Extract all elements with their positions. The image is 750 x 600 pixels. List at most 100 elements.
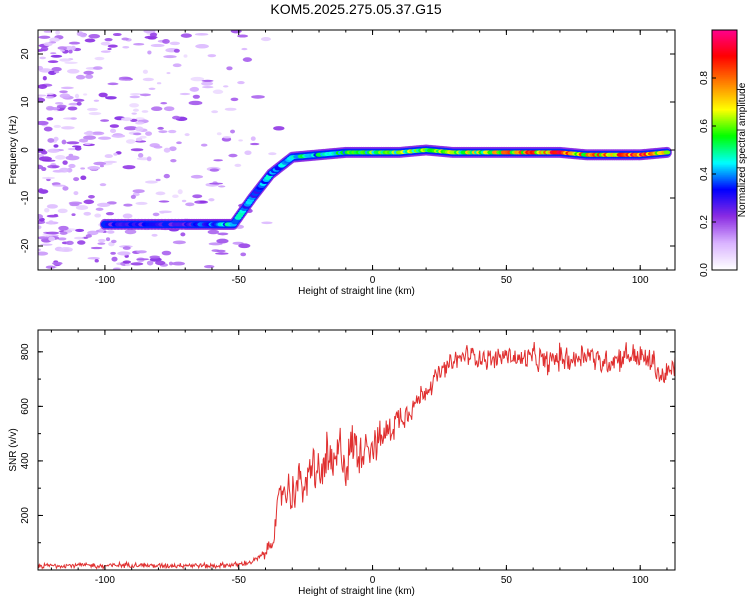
noise-speckle <box>172 115 181 120</box>
colorbar-swatch <box>712 96 737 99</box>
noise-speckle <box>118 78 132 81</box>
noise-speckle <box>192 194 203 199</box>
colorbar-swatch <box>712 214 737 217</box>
colorbar-swatch <box>712 44 737 47</box>
signal-core <box>663 150 671 155</box>
noise-speckle <box>87 166 101 171</box>
noise-speckle <box>132 132 142 136</box>
colorbar-swatch <box>712 108 737 111</box>
colorbar-swatch <box>712 110 737 113</box>
noise-speckle <box>202 85 214 89</box>
noise-speckle <box>122 46 130 49</box>
y-tick-label: 10 <box>20 96 31 108</box>
colorbar-swatch <box>712 140 737 143</box>
noise-speckle <box>172 240 186 245</box>
noise-speckle <box>189 87 200 92</box>
colorbar-label: Normalized spectral amplitude <box>737 82 748 217</box>
colorbar-swatch <box>712 224 737 227</box>
noise-speckle <box>240 252 247 257</box>
noise-speckle <box>67 68 80 74</box>
noise-speckle <box>216 238 229 244</box>
colorbar-swatch <box>712 204 737 207</box>
noise-speckle <box>200 143 208 147</box>
colorbar-swatch <box>712 208 737 211</box>
noise-speckle <box>62 160 68 165</box>
noise-speckle <box>45 265 56 269</box>
colorbar-swatch <box>712 34 737 37</box>
noise-speckle <box>111 134 126 138</box>
colorbar-swatch <box>712 150 737 153</box>
noise-speckle <box>166 71 171 75</box>
noise-speckle <box>124 229 137 235</box>
colorbar-swatch <box>712 32 737 35</box>
noise-speckle <box>53 144 59 148</box>
noise-speckle <box>244 150 252 156</box>
y-axis-label: SNR (v/v) <box>8 428 19 471</box>
noise-speckle <box>68 49 73 54</box>
noise-speckle <box>209 182 223 185</box>
colorbar-swatch <box>712 236 737 239</box>
noise-speckle <box>125 139 136 144</box>
noise-speckle <box>113 152 118 156</box>
noise-speckle <box>62 186 69 191</box>
y-tick-label: 400 <box>20 452 31 469</box>
colorbar-swatch <box>712 264 737 267</box>
noise-speckle <box>222 135 231 139</box>
noise-speckle <box>215 252 229 255</box>
colorbar-swatch <box>712 218 737 221</box>
colorbar-swatch <box>712 212 737 215</box>
noise-speckle <box>38 188 44 193</box>
colorbar-swatch <box>712 202 737 205</box>
noise-speckle <box>121 37 130 41</box>
colorbar-swatch <box>712 196 737 199</box>
noise-speckle <box>38 164 44 170</box>
noise-speckle <box>180 232 186 237</box>
noise-speckle <box>59 90 68 94</box>
noise-speckle <box>184 133 190 137</box>
noise-speckle <box>117 251 131 256</box>
noise-speckle <box>161 250 172 256</box>
noise-speckle <box>83 199 95 205</box>
colorbar-swatch <box>712 76 737 79</box>
colorbar-swatch <box>712 98 737 101</box>
x-tick-label: 0 <box>370 275 376 286</box>
x-tick-label: -50 <box>232 575 247 586</box>
y-tick-label: 20 <box>20 48 31 60</box>
noise-speckle <box>50 54 63 58</box>
plot-frame <box>37 329 676 571</box>
noise-speckle <box>71 213 76 217</box>
colorbar-swatch <box>712 148 737 151</box>
colorbar-swatch <box>712 120 737 123</box>
noise-speckle <box>76 31 84 37</box>
noise-speckle <box>93 161 107 166</box>
noise-speckle <box>129 95 141 99</box>
colorbar-swatch <box>712 82 737 85</box>
noise-speckle <box>40 150 48 155</box>
noise-speckle <box>143 30 156 34</box>
noise-speckle <box>59 231 68 235</box>
noise-speckle <box>104 154 113 159</box>
noise-speckle <box>41 176 55 180</box>
noise-speckle <box>122 260 132 264</box>
noise-speckle <box>42 75 47 81</box>
noise-speckle <box>59 247 73 253</box>
x-tick-label: -50 <box>232 275 247 286</box>
noise-speckle <box>150 106 163 112</box>
noise-speckle <box>195 44 209 49</box>
colorbar-swatch <box>712 260 737 263</box>
noise-speckle <box>52 184 66 187</box>
noise-speckle <box>93 99 100 102</box>
noise-speckle <box>268 152 277 156</box>
noise-speckle <box>70 117 77 120</box>
colorbar-swatch <box>712 130 737 133</box>
noise-speckle <box>57 237 67 241</box>
noise-speckle <box>141 110 149 113</box>
noise-speckle <box>103 160 118 164</box>
colorbar-swatch <box>712 154 737 157</box>
noise-speckle <box>97 242 106 245</box>
noise-speckle <box>226 66 233 71</box>
noise-speckle <box>162 38 170 44</box>
noise-speckle <box>44 207 50 213</box>
noise-speckle <box>83 93 88 96</box>
